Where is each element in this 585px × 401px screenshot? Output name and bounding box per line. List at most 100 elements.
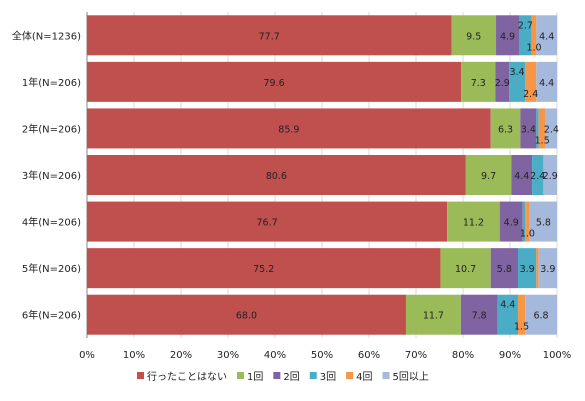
bar-segment [538, 248, 557, 289]
x-axis-ticks: 0% 10% 20% 30% 40% 50% 60% 70% 80% 90% 100% [79, 350, 571, 361]
data-label: 4.4 [539, 31, 554, 42]
bar-segment [461, 61, 496, 102]
bar-segment [529, 201, 557, 242]
bar-segment [497, 294, 519, 335]
bar-segment [440, 248, 491, 289]
x-tick-label: 50% [311, 350, 333, 361]
data-label: 76.7 [256, 218, 277, 229]
bar-segment [87, 294, 406, 335]
bars [87, 15, 557, 335]
bar-segment [496, 15, 520, 56]
bar-segment [405, 294, 461, 335]
bar-segment [87, 15, 452, 56]
bar-segment [536, 108, 539, 149]
bar-segment [495, 61, 510, 102]
data-label: 3.9 [540, 264, 555, 275]
x-tick-label: 30% [217, 350, 239, 361]
bar-segment [532, 155, 544, 195]
category-label: 5年(N=206) [22, 262, 81, 275]
legend-label: 2回 [283, 371, 299, 383]
bar-segment [531, 15, 537, 56]
bar-segment [518, 294, 526, 335]
bar-segment [536, 15, 557, 56]
bar-segment [525, 294, 557, 335]
x-tick-label: 40% [264, 350, 286, 361]
data-label: 1.5 [514, 322, 529, 333]
bar-segment [543, 155, 557, 195]
data-label: 1.0 [526, 42, 541, 53]
data-label: 11.2 [463, 218, 484, 229]
data-label: 80.6 [266, 171, 287, 182]
bar-segment [509, 61, 526, 102]
x-tick-label: 100% [543, 350, 572, 361]
bar-segment [447, 201, 500, 242]
bar-segment [499, 201, 523, 242]
legend-label: 5回以上 [393, 371, 429, 383]
data-label: 4.9 [500, 31, 515, 42]
data-label: 85.9 [278, 124, 299, 135]
bar-segment [519, 15, 532, 56]
data-label: 2.9 [495, 78, 510, 89]
bar-segment [536, 61, 557, 102]
bar-segment [525, 61, 537, 102]
data-label: 9.7 [481, 171, 496, 182]
x-tick-label: 80% [452, 350, 474, 361]
legend-swatch [273, 372, 281, 379]
data-label: 1.5 [535, 135, 550, 146]
data-label: 5.8 [497, 264, 512, 275]
data-label: 2.7 [518, 20, 533, 31]
legend-swatch [382, 372, 390, 379]
bar-segment [87, 155, 466, 195]
data-label: 68.0 [236, 311, 257, 322]
data-label: 3.9 [520, 264, 535, 275]
bar-segment [536, 248, 539, 289]
category-label: 3年(N=206) [22, 169, 81, 182]
category-label: 2年(N=206) [22, 122, 81, 135]
bar-segment [538, 108, 546, 149]
legend-label: 4回 [356, 371, 372, 383]
x-tick-label: 60% [358, 350, 380, 361]
bar-segment [451, 15, 497, 56]
data-label: 4.9 [504, 218, 519, 229]
bar-segment [465, 155, 512, 195]
data-label: 10.7 [455, 264, 476, 275]
bar-segment [460, 294, 498, 335]
legend-label: 3回 [320, 371, 336, 383]
category-label: 6年(N=206) [22, 309, 81, 322]
data-label: 77.7 [259, 31, 280, 42]
data-label: 7.8 [472, 311, 487, 322]
bar-segment [87, 108, 491, 149]
legend-swatch [137, 372, 144, 379]
data-label: 6.8 [533, 311, 548, 322]
data-labels: 77.7 9.5 4.92.71.04.479.6 7.3 2.93.42.44.485… [236, 20, 559, 332]
bar-segment [490, 108, 521, 149]
category-label: 1年(N=206) [22, 76, 81, 89]
legend-swatch [309, 372, 317, 379]
bar-segment [490, 248, 518, 289]
x-tick-label: 0% [79, 350, 95, 361]
bar-segment [511, 155, 533, 195]
data-label: 2.9 [543, 171, 558, 182]
bar-segment [525, 201, 530, 242]
data-label: 3.4 [509, 67, 524, 78]
data-label: 5.8 [536, 218, 551, 229]
data-label: 11.7 [423, 311, 444, 322]
data-label: 75.2 [253, 264, 274, 275]
bar-segment [522, 201, 526, 242]
data-label: 9.5 [466, 31, 481, 42]
bar-segment [87, 201, 448, 242]
legend-swatch [346, 372, 354, 379]
bar-segment [87, 61, 462, 102]
legend-label: 1回 [247, 371, 263, 383]
data-label: 4.4 [539, 78, 554, 89]
data-label: 7.3 [471, 78, 486, 89]
x-tick-label: 10% [123, 350, 145, 361]
x-tick-label: 20% [170, 350, 192, 361]
bar-segment [87, 248, 441, 289]
category-label: 全体(N=1236) [12, 29, 81, 42]
data-label: 1.0 [520, 229, 535, 240]
legend-label: 行ったことはない [147, 370, 227, 383]
data-label: 2.4 [530, 171, 545, 182]
data-label: 2.4 [523, 89, 538, 100]
